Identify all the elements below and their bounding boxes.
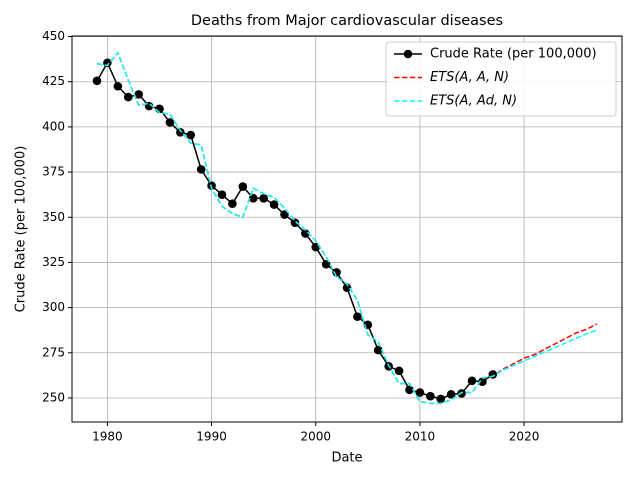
x-axis-label: Date — [331, 451, 362, 466]
data-point — [436, 394, 446, 404]
data-point — [342, 283, 352, 293]
data-point — [176, 128, 185, 137]
data-point — [332, 268, 341, 277]
y-tick-label: 400 — [42, 119, 65, 133]
y-tick-label: 325 — [42, 255, 65, 269]
data-point — [415, 388, 425, 397]
data-point — [186, 130, 196, 140]
data-point — [353, 312, 362, 321]
data-point — [113, 81, 123, 91]
chart-title: Deaths from Major cardiovascular disease… — [191, 13, 503, 29]
data-point — [165, 118, 175, 127]
data-point — [394, 366, 404, 376]
data-point — [248, 193, 258, 203]
data-point — [467, 376, 477, 386]
legend-label: ETS(A, Ad, N) — [430, 94, 517, 109]
data-point — [134, 90, 143, 99]
y-tick-label: 300 — [42, 300, 65, 314]
data-point — [123, 92, 133, 102]
y-tick-label: 275 — [42, 345, 65, 359]
data-point — [478, 377, 487, 387]
data-point — [269, 200, 279, 209]
data-point — [238, 182, 248, 191]
data-point — [228, 199, 237, 209]
x-tick-label: 2010 — [405, 430, 436, 444]
y-tick-label: 350 — [42, 210, 65, 224]
data-point — [301, 229, 310, 238]
data-point — [405, 385, 414, 395]
y-tick-label: 375 — [42, 165, 65, 179]
legend-label: Crude Rate (per 100,000) — [430, 47, 597, 62]
data-point — [280, 210, 289, 219]
data-point — [92, 76, 102, 86]
x-tick-label: 2020 — [509, 430, 540, 444]
x-tick-label: 1990 — [196, 430, 227, 444]
legend-marker — [403, 49, 413, 59]
x-tick-label: 2000 — [300, 430, 331, 444]
y-tick-label: 450 — [42, 29, 65, 43]
data-point — [290, 218, 300, 227]
legend-label: ETS(A, A, N) — [430, 70, 509, 85]
data-point — [217, 190, 227, 199]
legend-box — [385, 41, 617, 117]
plot-frame — [71, 35, 623, 423]
y-tick-label: 425 — [42, 74, 65, 88]
y-tick-label: 250 — [42, 390, 65, 404]
data-point — [373, 345, 383, 355]
x-tick-label: 1980 — [92, 430, 123, 444]
y-axis-label: Crude Rate (per 100,000) — [14, 146, 29, 313]
data-point — [426, 391, 435, 401]
data-point — [259, 193, 268, 203]
series-line — [96, 51, 598, 405]
data-point — [446, 390, 456, 399]
data-point — [196, 165, 206, 174]
